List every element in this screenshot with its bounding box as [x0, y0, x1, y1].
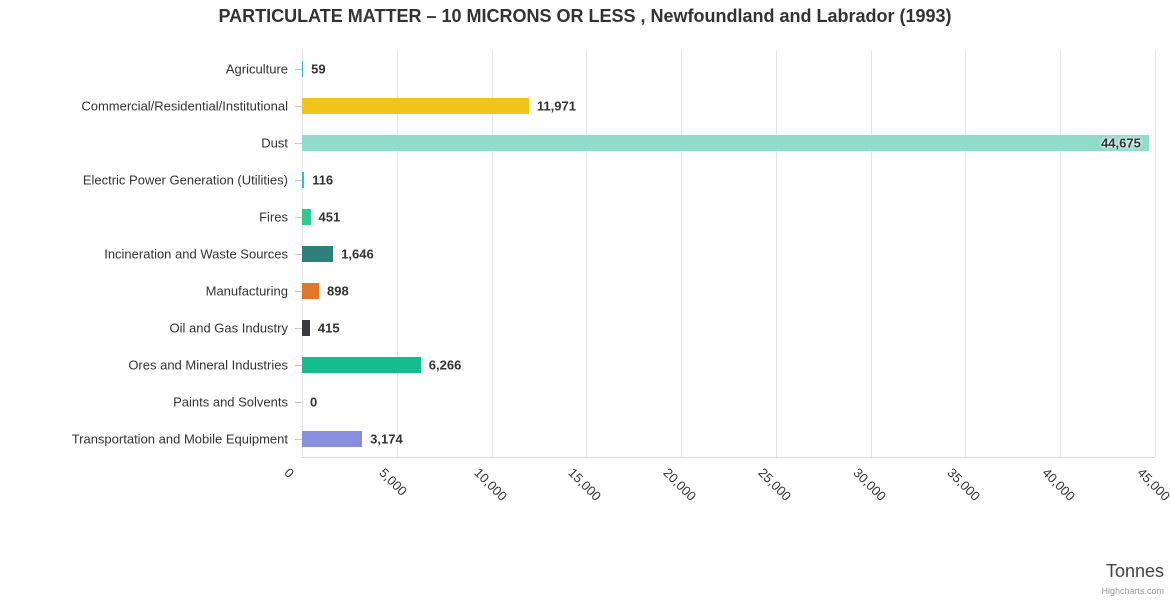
value-label: 451	[318, 209, 341, 224]
category-label: Dust	[261, 135, 288, 150]
value-label: 1,646	[341, 246, 374, 261]
value-label: 0	[310, 394, 318, 409]
category-label: Commercial/Residential/Institutional	[81, 98, 288, 113]
category-label: Manufacturing	[205, 283, 288, 298]
x-axis-tick-label: 0	[281, 465, 298, 481]
category-label: Agriculture	[225, 61, 288, 76]
x-axis-tick-label: 35,000	[944, 465, 984, 504]
value-label: 44,675	[1101, 135, 1141, 150]
chart-title: PARTICULATE MATTER – 10 MICRONS OR LESS …	[218, 6, 952, 26]
value-label: 898	[327, 283, 349, 298]
x-axis-tick-label: 25,000	[755, 465, 794, 504]
y-axis-tick	[295, 290, 302, 292]
x-gridline	[1155, 50, 1156, 457]
x-gridline	[586, 50, 588, 457]
value-label: 415	[317, 320, 340, 335]
bar[interactable]	[302, 97, 529, 114]
x-axis-tick-label: 15,000	[565, 465, 605, 504]
category-label: Incineration and Waste Sources	[104, 246, 288, 261]
x-axis-tick-label: 10,000	[470, 465, 510, 504]
x-axis-tick-label: 30,000	[850, 465, 889, 504]
category-label: Ores and Mineral Industries	[128, 357, 288, 372]
bar[interactable]	[302, 134, 1149, 151]
y-axis-tick	[295, 364, 302, 366]
x-axis-tick-label: 20,000	[660, 465, 700, 504]
bar[interactable]	[302, 282, 320, 299]
y-axis-tick	[295, 68, 302, 70]
x-gridline	[491, 50, 493, 457]
x-gridline	[1060, 50, 1062, 457]
x-axis-tick-label: 40,000	[1039, 465, 1079, 504]
category-label: Paints and Solvents	[173, 394, 288, 409]
y-axis-tick	[295, 105, 302, 107]
y-axis-tick	[295, 401, 302, 403]
category-label: Electric Power Generation (Utilities)	[82, 172, 288, 187]
x-gridline	[775, 50, 777, 457]
category-label: Oil and Gas Industry	[169, 320, 289, 335]
value-label: 59	[311, 61, 326, 76]
category-label: Fires	[259, 209, 288, 224]
x-gridline	[396, 50, 398, 457]
highcharts-credit-link[interactable]: Highcharts.com	[1101, 586, 1164, 596]
y-axis-tick	[295, 216, 302, 218]
x-gridline	[681, 50, 683, 457]
y-axis-tick	[295, 179, 302, 181]
x-axis-tick-label: 5,000	[376, 465, 410, 499]
bar[interactable]	[302, 430, 363, 447]
x-gridline	[965, 50, 967, 457]
x-axis-line	[302, 457, 1155, 458]
value-label: 116	[312, 172, 334, 187]
bar[interactable]	[302, 171, 305, 188]
x-axis-title: Tonnes	[1105, 561, 1164, 581]
bar[interactable]	[302, 245, 334, 262]
bar[interactable]	[302, 208, 311, 225]
y-axis-tick	[295, 327, 302, 329]
y-axis-tick	[295, 142, 302, 144]
bar[interactable]	[302, 356, 421, 373]
x-axis-tick-label: 45,000	[1134, 465, 1170, 504]
bar[interactable]	[302, 60, 304, 77]
value-label: 11,971	[536, 98, 576, 113]
y-axis-tick	[295, 253, 302, 255]
bar[interactable]	[302, 319, 310, 336]
x-gridline	[870, 50, 872, 457]
category-label: Transportation and Mobile Equipment	[71, 431, 288, 446]
value-label: 6,266	[428, 357, 462, 372]
y-axis-tick	[295, 438, 302, 440]
value-label: 3,174	[370, 431, 403, 446]
